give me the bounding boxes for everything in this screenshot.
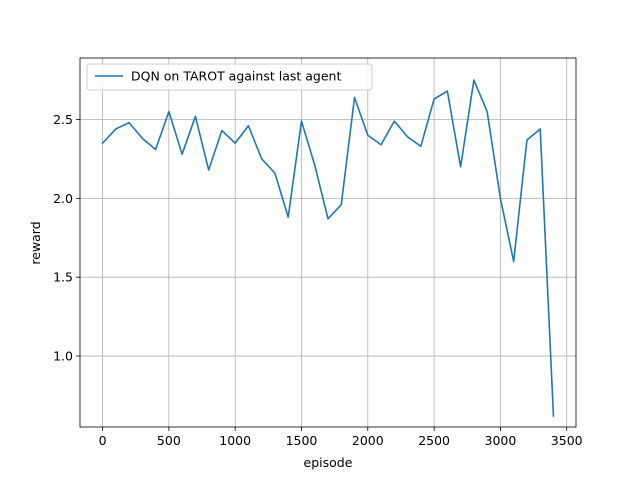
x-tick-label: 0 [99, 433, 107, 448]
y-tick-label: 1.5 [53, 270, 73, 285]
y-tick-label: 1.0 [53, 349, 73, 364]
y-tick-label: 2.5 [53, 112, 73, 127]
x-axis-ticks: 0 500 1000 1500 2000 2500 3000 3500 [99, 427, 583, 448]
x-tick-label: 1500 [286, 433, 318, 448]
series-line [101, 79, 555, 417]
y-tick-label: 2.0 [53, 191, 73, 206]
x-tick-label: 3000 [485, 433, 517, 448]
x-tick-label: 500 [157, 433, 181, 448]
legend-box [86, 63, 373, 91]
x-axis-label: episode [304, 455, 353, 470]
x-tick-label: 3500 [551, 433, 583, 448]
x-tick-label: 1000 [219, 433, 251, 448]
series-layer [101, 79, 555, 417]
x-tick-label: 2500 [418, 433, 450, 448]
x-tick-label: 2000 [352, 433, 384, 448]
grid [80, 58, 576, 427]
plot-frame [79, 57, 577, 428]
legend: DQN on TAROT against last agent [86, 63, 373, 91]
y-axis-label: reward [28, 221, 43, 264]
y-axis-ticks: 1.0 1.5 2.0 2.5 [53, 112, 80, 364]
legend-label: DQN on TAROT against last agent [131, 69, 341, 84]
